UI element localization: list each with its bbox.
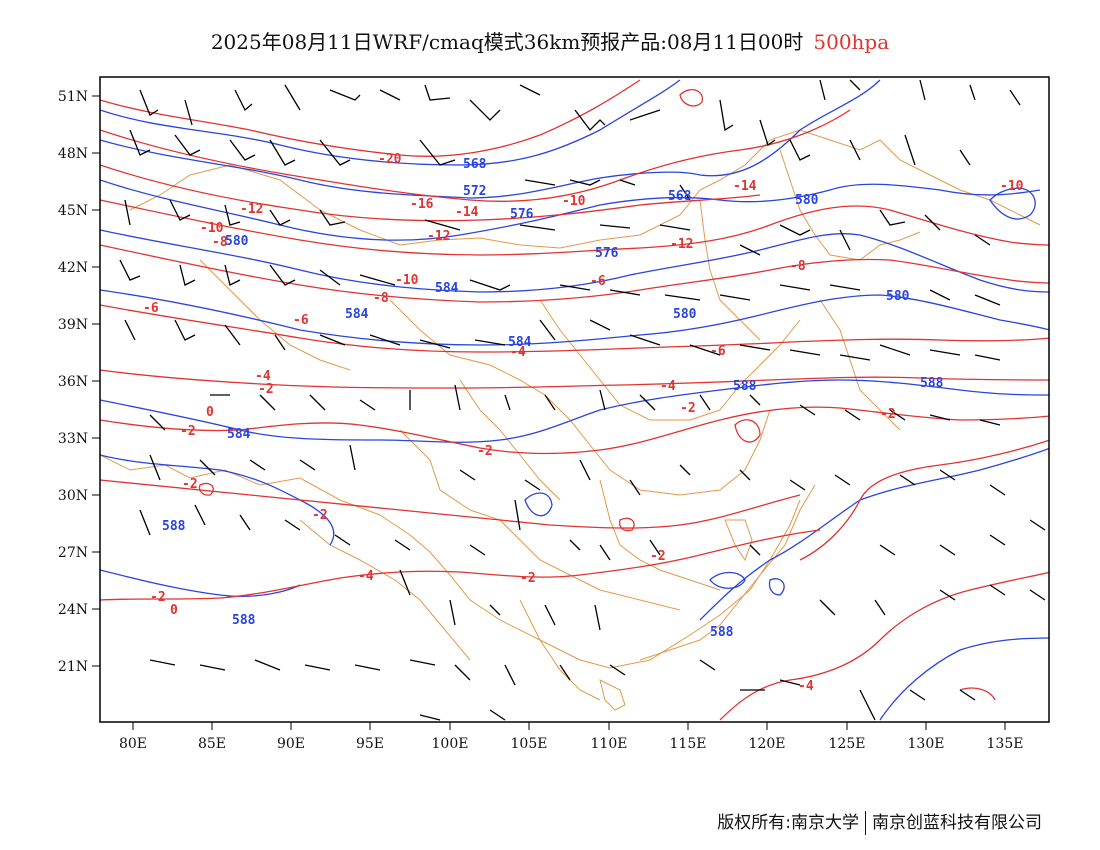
lon-tick-label: 135E xyxy=(987,736,1024,752)
temperature-label-layer: -20-16-14-12-12-10-8-10-8-6-6-4-20-2-2-2… xyxy=(143,152,1024,694)
map-frame xyxy=(99,76,1050,723)
temperature-contour-label: -8 xyxy=(212,235,228,250)
temperature-contour-label: -2 xyxy=(477,444,493,459)
lon-tick-label: 100E xyxy=(432,736,469,752)
height-contour-label: 584 xyxy=(227,427,251,442)
lon-tick-label: 95E xyxy=(356,736,384,752)
lon-tick-label: 120E xyxy=(749,736,786,752)
height-contour-label: 576 xyxy=(595,246,619,261)
temperature-contour-label: -10 xyxy=(395,273,419,288)
height-contour-label: 588 xyxy=(162,519,186,534)
footer-left: 版权所有:南京大学 xyxy=(717,813,859,833)
lon-tick-label: 110E xyxy=(591,736,628,752)
lat-tick-label: 33N xyxy=(58,431,88,447)
temperature-contour-label: -14 xyxy=(733,179,757,194)
height-contour-label: 580 xyxy=(795,193,819,208)
height-contour-label: 584 xyxy=(435,281,459,296)
map-title: 2025年08月11日WRF/cmaq模式36km预报产品:08月11日00时 5… xyxy=(0,26,1100,55)
wind-barbs xyxy=(119,79,1046,721)
temperature-contour-label: -2 xyxy=(312,508,328,523)
temperature-contour-label: -10 xyxy=(562,194,586,209)
height-contour-label: 572 xyxy=(463,184,486,199)
temperature-contour-label: -2 xyxy=(650,549,666,564)
lat-tick-label: 39N xyxy=(58,317,88,333)
temperature-contour-label: -2 xyxy=(258,382,274,397)
height-contour-label: 580 xyxy=(225,234,249,249)
longitude-axis: 80E 85E 90E 95E 100E 105E 110E 115E 120E 125E 130E… xyxy=(119,722,1024,752)
temperature-contour-label: -14 xyxy=(455,205,479,220)
temperature-contour-label: -4 xyxy=(358,569,374,584)
footer-right: 南京创蓝科技有限公司 xyxy=(872,813,1042,833)
temperature-contour-label: -12 xyxy=(427,229,450,244)
temperature-contour-label: -6 xyxy=(590,274,606,289)
height-contour-label: 584 xyxy=(345,307,369,322)
temperature-contour-label: -2 xyxy=(180,424,196,439)
lat-tick-label: 36N xyxy=(58,374,88,390)
height-contour-label: 580 xyxy=(886,289,910,304)
lon-tick-label: 85E xyxy=(198,736,226,752)
lon-tick-label: 130E xyxy=(908,736,945,752)
lon-tick-label: 125E xyxy=(829,736,866,752)
temperature-contour-label: -6 xyxy=(293,313,309,328)
lon-tick-label: 115E xyxy=(670,736,707,752)
height-contour-label: 588 xyxy=(232,613,256,628)
lat-tick-label: 24N xyxy=(58,602,88,618)
temperature-contour-label: -4 xyxy=(798,679,814,694)
lat-tick-label: 30N xyxy=(58,488,88,504)
temperature-contour-label: -4 xyxy=(660,379,676,394)
height-contour-label: 568 xyxy=(463,157,487,172)
title-main: 2025年08月11日WRF/cmaq模式36km预报产品:08月11日00时 xyxy=(210,30,804,54)
lat-tick-label: 27N xyxy=(58,545,88,561)
title-level: 500hpa xyxy=(813,30,890,54)
lat-tick-label: 48N xyxy=(58,146,88,162)
temperature-contour-label: 0 xyxy=(206,405,214,420)
temperature-contour-label: -12 xyxy=(240,202,263,217)
copyright-footer: 版权所有:南京大学 南京创蓝科技有限公司 xyxy=(717,808,1042,835)
temperature-contour-label: -6 xyxy=(710,344,726,359)
temperature-contour-label: -10 xyxy=(200,221,224,236)
footer-separator xyxy=(865,811,866,835)
lat-tick-label: 42N xyxy=(58,260,88,276)
lat-tick-label: 51N xyxy=(58,89,88,105)
height-contour-label: 576 xyxy=(510,207,534,222)
temperature-contour-label: -4 xyxy=(255,369,271,384)
height-contour-label: 584 xyxy=(508,335,532,350)
temperature-contours xyxy=(100,79,1049,721)
temperature-contour-label: -2 xyxy=(182,477,198,492)
temperature-contour-label: -8 xyxy=(790,259,806,274)
height-contour-label: 588 xyxy=(710,625,734,640)
temperature-contour-label: -2 xyxy=(680,401,696,416)
lon-tick-label: 90E xyxy=(277,736,305,752)
latitude-axis: 51N 48N 45N 42N 39N 36N 33N 30N 27N 24N 21N xyxy=(58,89,100,675)
temperature-contour-label: -16 xyxy=(410,197,434,212)
lat-tick-label: 45N xyxy=(58,203,88,219)
temperature-contour-label: -20 xyxy=(378,152,402,167)
temperature-contour-label: 0 xyxy=(170,603,178,618)
temperature-contour-label: -2 xyxy=(520,571,536,586)
temperature-contour-label: -12 xyxy=(670,237,693,252)
lat-tick-label: 21N xyxy=(58,659,88,675)
height-contour-label: 580 xyxy=(673,307,697,322)
lon-tick-label: 105E xyxy=(511,736,548,752)
height-contour-label: 588 xyxy=(733,379,757,394)
temperature-contour-label: -4 xyxy=(510,345,526,360)
height-label-layer: 580 584 568 572 576 568 580 584 576 580 580 584 588 5… xyxy=(162,157,944,640)
temperature-contour-label: -8 xyxy=(373,291,389,306)
height-contour-label: 568 xyxy=(668,189,692,204)
temperature-contour-label: -2 xyxy=(150,590,166,605)
temperature-contour-label: -2 xyxy=(880,407,896,422)
lon-tick-label: 80E xyxy=(119,736,147,752)
height-contour-label: 588 xyxy=(920,376,944,391)
temperature-contour-label: -6 xyxy=(143,301,159,316)
temperature-contour-label: -10 xyxy=(1000,179,1024,194)
